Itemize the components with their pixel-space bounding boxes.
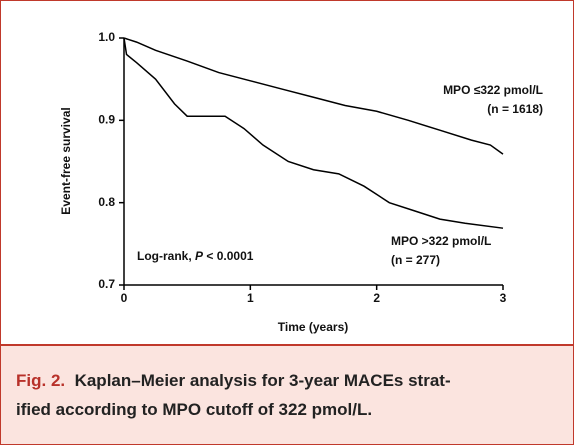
annotation: Log-rank, P < 0.0001 <box>137 249 254 263</box>
x-axis-label: Time (years) <box>278 320 348 334</box>
caption-line: Kaplan–Meier analysis for 3-year MACEs s… <box>74 371 451 390</box>
x-tick-label: 0 <box>121 291 128 305</box>
x-tick-label: 3 <box>500 291 507 305</box>
x-tick-label: 2 <box>373 291 380 305</box>
annotation-part: Log-rank, <box>137 249 195 263</box>
caption-label: Fig. 2. <box>16 371 66 390</box>
series-label: MPO ≤322 pmol/L <box>443 83 543 97</box>
y-tick-label: 0.7 <box>98 277 115 291</box>
x-tick-label: 1 <box>247 291 254 305</box>
y-tick-label: 1.0 <box>98 30 115 44</box>
chart: Event-free survival Time (years) Log-ran… <box>59 30 543 334</box>
caption: Fig. 2. Kaplan–Meier analysis for 3-year… <box>1 344 573 444</box>
series-label: MPO >322 pmol/L <box>391 234 491 248</box>
series-n: (n = 277) <box>391 253 440 267</box>
annotation-part: < 0.0001 <box>203 249 254 263</box>
series-n: (n = 1618) <box>487 102 543 116</box>
caption-line: ified according to MPO cutoff of 322 pmo… <box>16 400 373 419</box>
survival-curve <box>123 37 504 229</box>
y-axis-label: Event-free survival <box>59 107 73 214</box>
survival-curve <box>123 37 504 155</box>
annotation-part: P <box>195 249 204 263</box>
y-tick-label: 0.9 <box>98 113 115 127</box>
y-tick-label: 0.8 <box>98 195 115 209</box>
